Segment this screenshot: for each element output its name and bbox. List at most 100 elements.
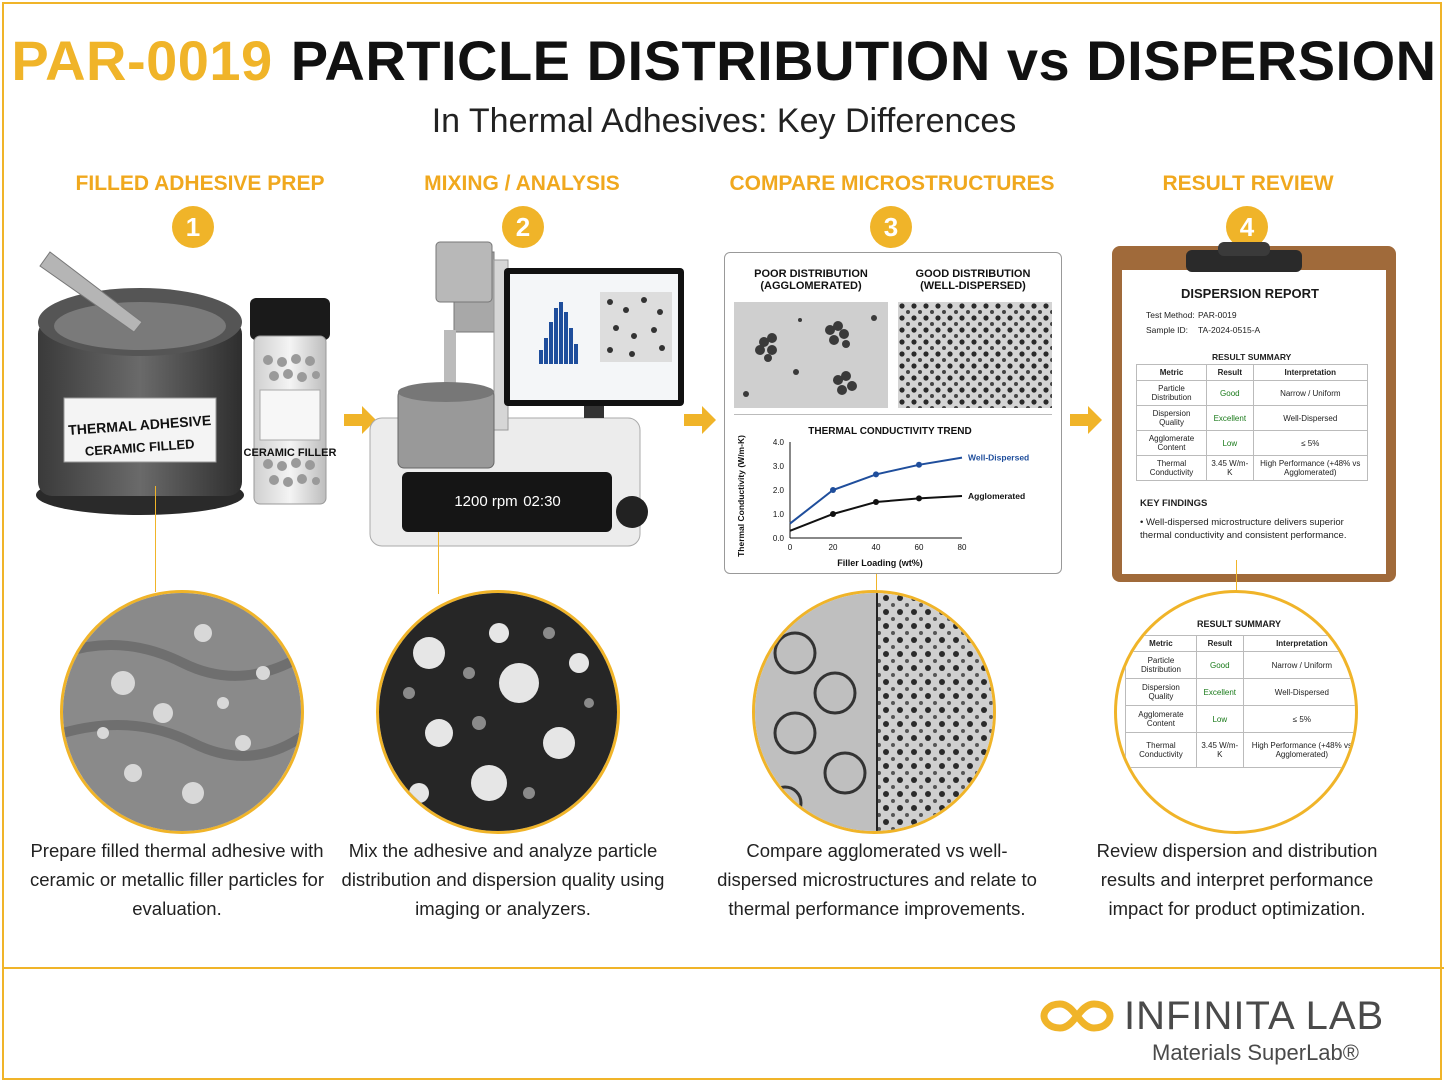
table-cell: Excellent	[1195, 678, 1244, 706]
table-row: Agglomerate Content Low ≤ 5%	[1135, 430, 1369, 456]
header-cell: Result	[1206, 364, 1254, 381]
table-cell: High Performance (+48% vs Agglomerated)	[1252, 455, 1369, 481]
table-cell: Dispersion Quality	[1125, 678, 1197, 706]
table-cell: Low	[1195, 705, 1244, 733]
mixer-analyzer-illustration: 1200 rpm 02:30	[369, 241, 684, 547]
adhesive-surface-closeup	[60, 590, 304, 834]
table-cell: Narrow / Uniform	[1242, 651, 1355, 679]
table-row: Thermal Conductivity 3.45 W/m-K High Perfo…	[1135, 455, 1369, 481]
key-findings-title: KEY FINDINGS	[1140, 498, 1208, 509]
table-row: Thermal Conductivity 3.45 W/m-K High Perfo…	[1125, 732, 1355, 768]
report-table: Metric Result Interpretation Particle Dist…	[1135, 364, 1369, 481]
table-cell: Dispersion Quality	[1135, 405, 1208, 431]
table-header: Metric Result Interpretation	[1125, 635, 1355, 652]
step-4-number: 4	[1226, 206, 1268, 248]
table-cell: Narrow / Uniform	[1252, 380, 1369, 406]
well-dispersed-micrograph	[898, 302, 1052, 408]
microstructure-closeup-image	[755, 593, 993, 831]
arrow-right-icon	[344, 406, 376, 434]
connector-line	[1236, 560, 1237, 594]
table-row: Dispersion Quality Excellent Well-Disperse…	[1135, 405, 1369, 431]
step-4-title: RESULT REVIEW	[1162, 172, 1334, 195]
poor-distribution-heading: POOR DISTRIBUTION (AGGLOMERATED)	[754, 268, 868, 292]
step-1-description: Prepare filled thermal adhesive with cer…	[29, 840, 324, 919]
logo-name: INFINITA LAB	[1124, 994, 1385, 1038]
sample-label: Sample ID:	[1146, 325, 1189, 335]
vial-label: CERAMIC FILLER	[244, 447, 337, 459]
step-3-number: 3	[870, 206, 912, 248]
table-header: Metric Result Interpretation	[1135, 364, 1369, 381]
table-row: Particle Distribution Good Narrow / Unifor…	[1135, 380, 1369, 406]
y-tick-label: 3.0	[773, 462, 785, 471]
step-1-title: FILLED ADHESIVE PREP	[75, 172, 325, 195]
sample-value: TA-2024-0515-A	[1198, 325, 1261, 335]
table-cell: Particle Distribution	[1125, 651, 1197, 679]
table-cell: Agglomerate Content	[1125, 705, 1197, 733]
footer-divider	[4, 967, 1444, 969]
header-cell: Result	[1195, 635, 1244, 652]
step-4-description: Review dispersion and distribution resul…	[1096, 840, 1378, 919]
thermal-conductivity-chart: THERMAL CONDUCTIVITY TREND Filler Loadin…	[736, 426, 1029, 568]
step-2-description: Mix the adhesive and analyze particle di…	[341, 840, 665, 919]
result-summary-title: RESULT SUMMARY	[1212, 352, 1292, 362]
chart-title: THERMAL CONDUCTIVITY TREND	[808, 426, 972, 437]
clip-icon	[1186, 242, 1302, 272]
header-cell: Metric	[1135, 364, 1208, 381]
series-label: Agglomerated	[968, 491, 1025, 501]
connector-line	[876, 574, 877, 594]
y-tick-label: 1.0	[773, 510, 785, 519]
microstructure-closeup	[752, 590, 996, 834]
table-cell: Well-Dispersed	[1252, 405, 1369, 431]
chart-y-label: Thermal Conductivity (W/m-K)	[736, 435, 746, 557]
adhesive-surface-image	[63, 593, 301, 831]
step-2-number: 2	[502, 206, 544, 248]
y-tick-label: 4.0	[773, 438, 785, 447]
particle-closeup-image	[379, 593, 617, 831]
y-tick-label: 0.0	[773, 534, 785, 543]
table-cell: Good	[1195, 651, 1244, 679]
table-cell: Thermal Conductivity	[1135, 455, 1208, 481]
logo-tagline: Materials SuperLab®	[1152, 1040, 1359, 1065]
zoom-table: Metric Result Interpretation Particle Dist…	[1125, 635, 1355, 768]
method-label: Test Method:	[1146, 310, 1195, 320]
step-2-title: MIXING / ANALYSIS	[424, 172, 620, 195]
arrow-right-icon	[684, 406, 716, 434]
mixer-rpm: 1200 rpm	[454, 493, 517, 510]
x-tick-label: 0	[788, 543, 793, 552]
table-cell: Excellent	[1206, 405, 1254, 431]
key-finding: • Well-dispersed microstructure delivers…	[1140, 517, 1347, 541]
table-cell: Good	[1206, 380, 1254, 406]
title-main: PARTICLE DISTRIBUTION vs DISPERSION	[290, 29, 1437, 92]
data-point	[873, 471, 879, 478]
x-tick-label: 40	[872, 543, 881, 552]
agglomerated-micrograph	[734, 302, 888, 408]
table-cell: 3.45 W/m-K	[1195, 732, 1244, 768]
header-cell: Metric	[1125, 635, 1197, 652]
connector-line	[438, 532, 439, 594]
table-cell: Particle Distribution	[1135, 380, 1208, 406]
series-line-well-dispersed	[789, 456, 963, 525]
page-title: PAR-0019 PARTICLE DISTRIBUTION vs DISPERS…	[0, 28, 1448, 93]
good-distribution-heading: GOOD DISTRIBUTION (WELL-DISPERSED)	[915, 268, 1031, 292]
table-cell: Agglomerate Content	[1135, 430, 1208, 456]
step-3-title: COMPARE MICROSTRUCTURES	[729, 172, 1055, 195]
zoom-summary-title: RESULT SUMMARY	[1197, 619, 1281, 629]
report-zoom-closeup: RESULT SUMMARY Metric Result Interpretatio…	[1114, 590, 1358, 834]
table-row: Dispersion Quality Excellent Well-Disperse…	[1125, 678, 1355, 706]
table-cell: High Performance (+48% vs Agglomerated)	[1242, 732, 1355, 768]
title-code: PAR-0019	[11, 29, 273, 92]
data-point	[916, 495, 922, 502]
table-cell: Well-Dispersed	[1242, 678, 1355, 706]
page-subtitle: In Thermal Adhesives: Key Differences	[431, 102, 1017, 140]
table-cell: ≤ 5%	[1242, 705, 1355, 733]
data-point	[916, 461, 922, 468]
mixer-time: 02:30	[523, 493, 561, 510]
table-cell: Thermal Conductivity	[1125, 732, 1197, 768]
header-cell: Interpretation	[1242, 635, 1355, 652]
chart-x-label: Filler Loading (wt%)	[837, 558, 923, 568]
connector-line	[155, 486, 156, 592]
adhesive-jar-illustration: THERMAL ADHESIVE CERAMIC FILLED CERAMIC …	[36, 251, 337, 515]
table-row: Particle Distribution Good Narrow / Unifor…	[1125, 651, 1355, 679]
key-finding-text: Well-dispersed microstructure delivers s…	[1140, 517, 1347, 541]
